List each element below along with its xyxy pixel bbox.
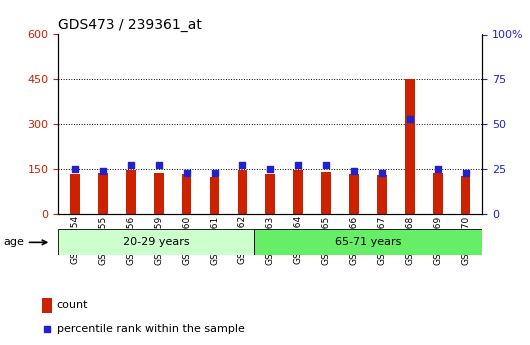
Bar (237, 170, 248, 214)
Bar (210, 177, 219, 214)
Bar (253, 229, 482, 255)
Bar (266, 175, 275, 214)
Bar (321, 172, 331, 214)
Point (127, 163, 135, 168)
Bar (349, 174, 359, 214)
Text: count: count (57, 300, 89, 310)
Text: 65-71 years: 65-71 years (335, 237, 401, 247)
Point (405, 116, 414, 121)
Point (154, 163, 163, 168)
Point (266, 166, 275, 172)
Bar (126, 170, 136, 214)
Point (182, 170, 191, 175)
Bar (405, 79, 414, 214)
Point (322, 163, 330, 168)
Bar (42, 298, 52, 313)
Text: 20-29 years: 20-29 years (122, 237, 189, 247)
Point (350, 168, 358, 174)
Text: percentile rank within the sample: percentile rank within the sample (57, 325, 245, 334)
Point (378, 170, 386, 175)
Bar (58, 229, 253, 255)
Bar (461, 176, 471, 214)
Bar (377, 175, 387, 214)
Point (210, 170, 219, 175)
Point (434, 166, 442, 172)
Bar (98, 173, 108, 214)
Text: age: age (3, 237, 47, 247)
Bar (182, 175, 191, 214)
Point (308, 205, 317, 210)
Point (238, 163, 246, 168)
Text: GDS473 / 239361_at: GDS473 / 239361_at (58, 18, 202, 32)
Point (461, 170, 470, 175)
Point (71, 166, 80, 172)
Bar (433, 173, 443, 214)
Bar (293, 170, 303, 214)
Point (99, 168, 107, 174)
Bar (154, 173, 164, 214)
Point (294, 163, 303, 168)
Bar (70, 174, 80, 214)
